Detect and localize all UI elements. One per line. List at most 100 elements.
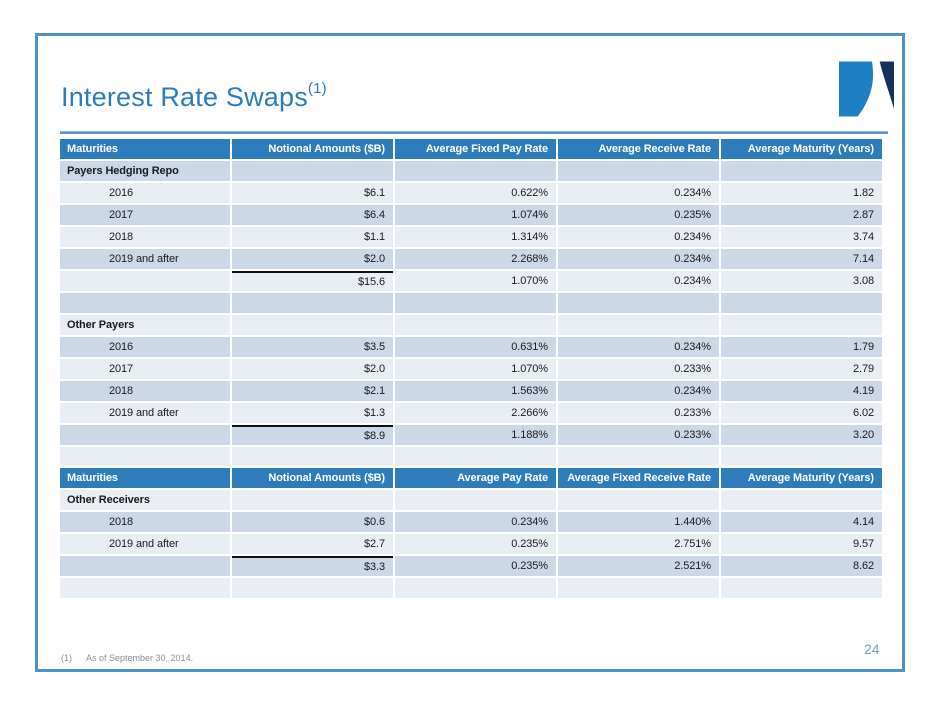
value-cell: 9.57 bbox=[721, 534, 882, 554]
value-cell: $6.4 bbox=[232, 205, 393, 225]
maturity-cell bbox=[60, 447, 230, 467]
year-row: 2018 $0.6 0.234% 1.440% 4.14 bbox=[60, 512, 882, 532]
maturity-cell bbox=[60, 556, 230, 576]
value-cell: 0.622% bbox=[395, 183, 556, 203]
maturity-cell bbox=[60, 425, 230, 445]
value-cell: $3.3 bbox=[232, 556, 393, 576]
year-row: 2016 $6.1 0.622% 0.234% 1.82 bbox=[60, 183, 882, 203]
value-cell: 0.233% bbox=[558, 425, 719, 445]
footnote: (1) As of September 30, 2014. bbox=[61, 653, 193, 663]
column-header: Average Pay Rate bbox=[395, 468, 556, 488]
value-cell: 1.82 bbox=[721, 183, 882, 203]
maturity-cell: Other Receivers bbox=[60, 490, 230, 510]
maturity-cell bbox=[60, 293, 230, 313]
value-cell: 0.233% bbox=[558, 403, 719, 423]
maturity-cell: Other Payers bbox=[60, 315, 230, 335]
maturity-cell: 2019 and after bbox=[60, 403, 230, 423]
value-cell: $8.9 bbox=[232, 425, 393, 445]
year-row: 2019 and after $1.3 2.266% 0.233% 6.02 bbox=[60, 403, 882, 423]
value-cell: 0.234% bbox=[558, 271, 719, 291]
value-cell: $6.1 bbox=[232, 183, 393, 203]
value-cell: 0.234% bbox=[558, 381, 719, 401]
value-cell: 2.268% bbox=[395, 249, 556, 269]
value-cell: $2.1 bbox=[232, 381, 393, 401]
swaps-table-payers: Maturities Notional Amounts ($B) Average F… bbox=[58, 137, 884, 469]
column-header: Maturities bbox=[60, 468, 230, 488]
title-underline bbox=[60, 131, 888, 134]
value-cell bbox=[721, 315, 882, 335]
value-cell: 0.235% bbox=[395, 534, 556, 554]
value-cell: 0.235% bbox=[558, 205, 719, 225]
header-row: Maturities Notional Amounts ($B) Average F… bbox=[60, 139, 882, 159]
value-cell bbox=[232, 293, 393, 313]
value-cell bbox=[558, 578, 719, 598]
value-cell bbox=[395, 490, 556, 510]
value-cell: 3.08 bbox=[721, 271, 882, 291]
total-row: $8.9 1.188% 0.233% 3.20 bbox=[60, 425, 882, 445]
value-cell: $0.6 bbox=[232, 512, 393, 532]
column-header: Average Maturity (Years) bbox=[721, 139, 882, 159]
title-superscript: (1) bbox=[307, 80, 327, 97]
value-cell bbox=[395, 578, 556, 598]
value-cell: 6.02 bbox=[721, 403, 882, 423]
year-row: 2019 and after $2.7 0.235% 2.751% 9.57 bbox=[60, 534, 882, 554]
value-cell: 1.314% bbox=[395, 227, 556, 247]
value-cell: $15.6 bbox=[232, 271, 393, 291]
footnote-text: As of September 30, 2014. bbox=[86, 653, 194, 663]
page-number: 24 bbox=[864, 641, 880, 657]
column-header: Average Maturity (Years) bbox=[721, 468, 882, 488]
empty-row bbox=[60, 578, 882, 598]
total-row: $15.6 1.070% 0.234% 3.08 bbox=[60, 271, 882, 291]
value-cell: $1.1 bbox=[232, 227, 393, 247]
value-cell bbox=[558, 490, 719, 510]
page-title: Interest Rate Swaps(1) bbox=[61, 80, 327, 113]
maturity-cell: 2018 bbox=[60, 512, 230, 532]
section-row: Payers Hedging Repo bbox=[60, 161, 882, 181]
value-cell: 0.234% bbox=[395, 512, 556, 532]
total-row: $3.3 0.235% 2.521% 8.62 bbox=[60, 556, 882, 576]
value-cell bbox=[558, 161, 719, 181]
value-cell: $2.7 bbox=[232, 534, 393, 554]
value-cell: $1.3 bbox=[232, 403, 393, 423]
company-logo bbox=[839, 61, 894, 117]
value-cell: 4.14 bbox=[721, 512, 882, 532]
value-cell: 2.79 bbox=[721, 359, 882, 379]
maturity-cell: 2018 bbox=[60, 381, 230, 401]
value-cell bbox=[395, 161, 556, 181]
empty-row bbox=[60, 293, 882, 313]
maturity-cell bbox=[60, 271, 230, 291]
maturity-cell bbox=[60, 578, 230, 598]
value-cell: 1.070% bbox=[395, 271, 556, 291]
maturity-cell: 2016 bbox=[60, 183, 230, 203]
value-cell: 0.234% bbox=[558, 337, 719, 357]
maturity-cell: 2016 bbox=[60, 337, 230, 357]
value-cell: 1.070% bbox=[395, 359, 556, 379]
value-cell bbox=[721, 161, 882, 181]
maturity-cell: 2017 bbox=[60, 359, 230, 379]
value-cell: 1.563% bbox=[395, 381, 556, 401]
value-cell bbox=[232, 447, 393, 467]
value-cell bbox=[395, 293, 556, 313]
year-row: 2019 and after $2.0 2.268% 0.234% 7.14 bbox=[60, 249, 882, 269]
value-cell bbox=[558, 315, 719, 335]
value-cell bbox=[721, 578, 882, 598]
empty-row bbox=[60, 447, 882, 467]
value-cell: 3.20 bbox=[721, 425, 882, 445]
maturity-cell: 2017 bbox=[60, 205, 230, 225]
value-cell bbox=[232, 490, 393, 510]
maturity-cell: 2019 and after bbox=[60, 534, 230, 554]
value-cell: 1.440% bbox=[558, 512, 719, 532]
value-cell: 1.188% bbox=[395, 425, 556, 445]
value-cell: 7.14 bbox=[721, 249, 882, 269]
value-cell bbox=[232, 161, 393, 181]
header-row: Maturities Notional Amounts ($B) Average P… bbox=[60, 468, 882, 488]
column-header: Average Fixed Receive Rate bbox=[558, 468, 719, 488]
value-cell bbox=[395, 315, 556, 335]
value-cell bbox=[721, 490, 882, 510]
year-row: 2018 $1.1 1.314% 0.234% 3.74 bbox=[60, 227, 882, 247]
column-header: Maturities bbox=[60, 139, 230, 159]
value-cell: 2.87 bbox=[721, 205, 882, 225]
page-title-text: Interest Rate Swaps bbox=[61, 82, 308, 112]
value-cell: 8.62 bbox=[721, 556, 882, 576]
